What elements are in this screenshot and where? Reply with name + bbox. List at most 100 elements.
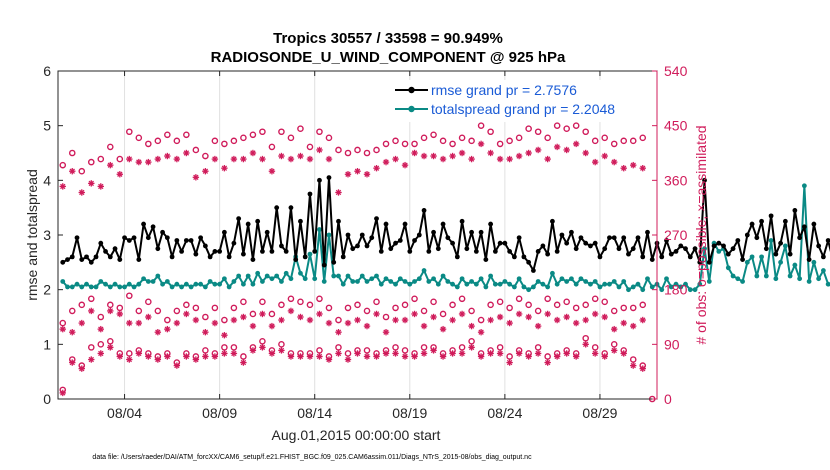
rmse-point (716, 240, 722, 246)
obs-assimilated-stroke (174, 362, 180, 369)
rmse-point (117, 257, 123, 262)
obs-assimilated-stroke (421, 323, 427, 329)
spread-point (578, 276, 584, 282)
obs-assimilated-stroke (316, 353, 323, 360)
spread-point (383, 276, 389, 282)
rmse-point (763, 246, 769, 252)
rmse-point (749, 221, 755, 227)
y-tick-label: 0 (43, 391, 51, 407)
obs-assimilated-marker (268, 168, 276, 175)
spread-point (588, 281, 593, 287)
obs-assimilated-stroke (212, 353, 218, 360)
obs-assimilated-marker (515, 152, 523, 160)
obs-assimilated-marker (373, 310, 380, 318)
obs-assimilated-stroke (183, 353, 190, 360)
obs-possible-marker (183, 131, 190, 139)
spread-point (245, 273, 251, 279)
obs-possible-marker (610, 140, 618, 148)
y2-axis-label: # of obs: o=possible; ×=assimilated (693, 125, 709, 344)
spread-point (607, 281, 612, 287)
obs-assimilated-marker (59, 183, 66, 190)
spread-point (393, 281, 398, 287)
obs-possible-marker (534, 128, 542, 136)
obs-possible-marker (496, 298, 504, 306)
y2-tick-label: 0 (664, 391, 672, 407)
obs-possible-marker (382, 313, 390, 321)
spread-point (469, 279, 474, 284)
spread-point (768, 238, 774, 243)
obs-assimilated-stroke (468, 344, 475, 351)
chart-title: Tropics 30557 / 33598 = 90.949% (273, 30, 503, 47)
obs-assimilated-stroke (79, 189, 85, 196)
obs-assimilated-stroke (621, 350, 627, 357)
rmse-point (502, 240, 508, 246)
rmse-point (530, 268, 536, 273)
obs-possible-marker (297, 125, 304, 133)
obs-possible-marker (164, 131, 171, 139)
obs-possible-marker (363, 347, 371, 354)
left-axis-ticks: 0 1 2 3 4 5 6 (43, 63, 63, 407)
spread-point (264, 273, 270, 279)
obs-assimilated-marker (278, 152, 285, 160)
rmse-point (369, 235, 375, 241)
rmse-point (212, 249, 218, 254)
spread-point (759, 254, 764, 260)
spread-series-line (61, 184, 830, 291)
obs-assimilated-stroke (411, 311, 418, 317)
spread-point (507, 281, 513, 287)
legend-spread-marker (408, 105, 415, 113)
obs-assimilated-marker (78, 189, 85, 196)
rmse-point (445, 235, 451, 241)
obs-assimilated-marker (135, 319, 143, 327)
spread-point (93, 284, 99, 290)
spread-point (749, 254, 755, 260)
spread-point (231, 279, 237, 284)
obs-possible-marker (601, 134, 609, 142)
obs-possible-marker (335, 316, 342, 324)
rmse-point (355, 243, 360, 249)
spread-point (226, 284, 232, 290)
obs-assimilated-stroke (402, 162, 408, 168)
obs-possible-marker (515, 295, 523, 303)
spread-point (416, 276, 422, 282)
spread-point (302, 276, 308, 282)
obs-assimilated-marker (107, 161, 114, 169)
obs-assimilated-marker (534, 146, 542, 154)
rmse-point (516, 235, 522, 241)
rmse-point (136, 257, 142, 262)
obs-assimilated-marker (630, 161, 637, 169)
obs-possible-marker (306, 143, 314, 151)
obs-assimilated-stroke (259, 311, 266, 317)
obs-assimilated-marker (259, 344, 266, 351)
obs-possible-marker (392, 137, 399, 145)
obs-assimilated-marker (401, 353, 409, 360)
obs-assimilated-marker (278, 316, 285, 324)
rmse-point (773, 251, 779, 257)
rmse-point (336, 218, 341, 224)
obs-assimilated-stroke (573, 353, 579, 360)
obs-assimilated-stroke (544, 156, 551, 162)
rmse-point (616, 246, 622, 252)
obs-possible-marker (135, 134, 143, 142)
rmse-point (79, 257, 85, 262)
obs-assimilated-marker (373, 164, 380, 172)
rmse-point (602, 246, 608, 252)
obs-assimilated-marker (221, 350, 228, 357)
obs-assimilated-marker (582, 316, 589, 324)
spread-point (659, 287, 665, 293)
obs-assimilated-marker (363, 171, 371, 178)
obs-assimilated-marker (382, 328, 390, 336)
rmse-point (782, 218, 788, 224)
rmse-point (122, 235, 127, 241)
obs-possible-marker (268, 310, 276, 318)
rmse-point (397, 238, 403, 243)
obs-assimilated-stroke (525, 314, 532, 320)
obs-assimilated-stroke (459, 150, 465, 156)
rmse-point (312, 249, 318, 254)
spread-point (193, 281, 199, 287)
series-lines (60, 175, 830, 293)
obs-assimilated-marker (211, 319, 219, 327)
spread-point (445, 279, 451, 284)
obs-assimilated-marker (544, 155, 551, 163)
obs-assimilated-stroke (563, 314, 570, 320)
